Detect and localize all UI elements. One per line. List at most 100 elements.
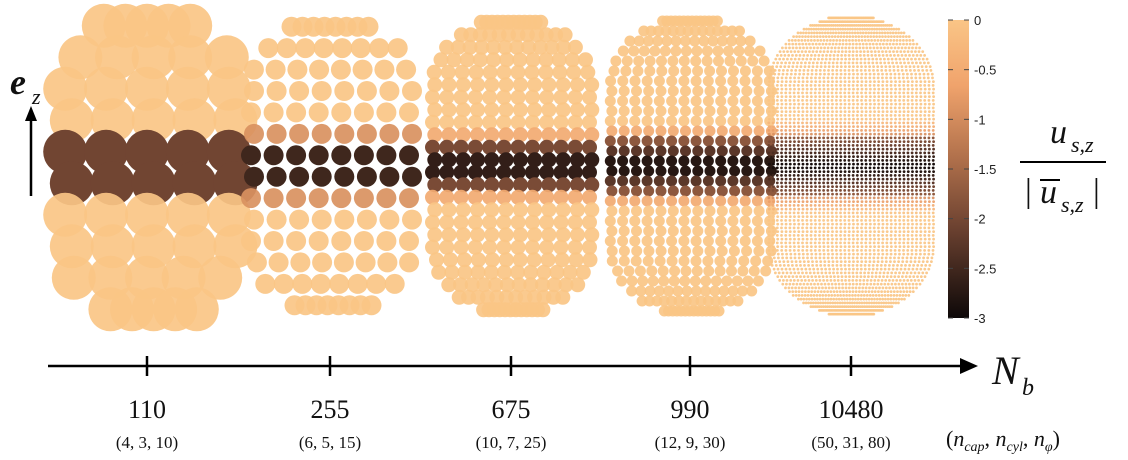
sphere: [472, 52, 488, 68]
sphere: [838, 301, 842, 305]
sphere: [842, 24, 846, 27]
sphere: [470, 152, 486, 168]
sphere: [898, 95, 902, 98]
sphere: [867, 271, 870, 275]
sphere: [931, 189, 935, 192]
sphere: [870, 50, 873, 53]
sphere: [524, 189, 540, 205]
sphere: [864, 170, 868, 174]
sphere: [539, 89, 555, 105]
sphere: [877, 125, 881, 128]
sphere: [927, 114, 931, 117]
sphere: [555, 102, 571, 118]
sphere: [837, 286, 841, 290]
sphere: [784, 230, 788, 234]
sphere: [510, 114, 526, 130]
sphere: [848, 290, 852, 293]
sphere: [854, 294, 857, 297]
sphere: [865, 42, 868, 46]
sphere: [771, 106, 775, 110]
sphere: [866, 50, 870, 53]
sphere: [902, 189, 906, 192]
sphere: [670, 45, 682, 57]
sphere: [840, 279, 844, 282]
sphere: [721, 275, 733, 287]
sphere: [453, 214, 469, 230]
sphere: [900, 65, 904, 68]
sphere: [311, 81, 332, 101]
sphere: [427, 227, 443, 243]
sphere: [915, 162, 919, 166]
sphere: [885, 215, 889, 219]
sphere: [801, 95, 805, 98]
sphere: [788, 147, 792, 151]
sphere: [723, 45, 734, 57]
sphere: [843, 189, 847, 192]
sphere: [831, 27, 835, 31]
sphere: [830, 241, 834, 245]
sphere: [890, 237, 893, 241]
sphere: [847, 87, 851, 91]
sphere: [867, 297, 871, 301]
sphere: [796, 219, 800, 222]
sphere: [805, 76, 809, 80]
sphere: [807, 290, 810, 293]
sphere: [834, 166, 838, 170]
sphere: [801, 219, 804, 222]
sphere: [912, 264, 915, 267]
sphere: [852, 222, 855, 226]
sphere: [839, 155, 843, 159]
sphere: [399, 231, 419, 251]
sphere: [796, 31, 800, 35]
sphere: [881, 144, 884, 147]
sphere: [831, 87, 834, 91]
sphere: [880, 256, 884, 260]
sphere: [839, 114, 842, 117]
sphere: [890, 35, 893, 38]
sphere: [739, 115, 751, 127]
sphere: [828, 57, 832, 61]
sphere: [439, 189, 455, 205]
sphere: [772, 110, 775, 113]
sphere: [877, 114, 880, 117]
sphere: [923, 144, 927, 147]
sphere: [826, 185, 830, 189]
sphere: [801, 91, 804, 95]
sphere: [258, 38, 279, 59]
sphere: [784, 125, 788, 128]
sphere: [919, 151, 922, 155]
sphere: [901, 294, 905, 297]
sphere: [906, 117, 910, 121]
sphere: [826, 87, 830, 91]
sphere: [653, 155, 665, 167]
sphere: [767, 177, 771, 181]
sphere: [772, 207, 775, 211]
sphere: [906, 72, 909, 76]
sphere: [915, 110, 919, 113]
sphere: [851, 249, 855, 252]
sphere: [848, 301, 852, 305]
sphere: [784, 207, 788, 211]
sphere: [780, 132, 784, 136]
tuple-label: (4, 3, 10): [116, 433, 178, 452]
sphere: [831, 69, 834, 72]
sphere: [904, 275, 908, 278]
sphere: [906, 121, 910, 125]
sphere: [892, 290, 896, 293]
sphere: [864, 249, 868, 252]
sphere: [796, 234, 800, 237]
sphere: [904, 35, 908, 38]
sphere: [923, 80, 927, 83]
sphere: [837, 46, 841, 50]
sphere: [818, 72, 822, 76]
sphere: [901, 76, 905, 80]
sphere: [792, 136, 796, 140]
sphere: [855, 121, 859, 125]
sphere: [805, 117, 809, 121]
sphere: [802, 72, 806, 76]
sphere: [833, 279, 836, 282]
sphere: [927, 166, 931, 170]
sphere: [792, 144, 796, 147]
sphere: [776, 170, 780, 174]
sphere: [741, 245, 753, 257]
